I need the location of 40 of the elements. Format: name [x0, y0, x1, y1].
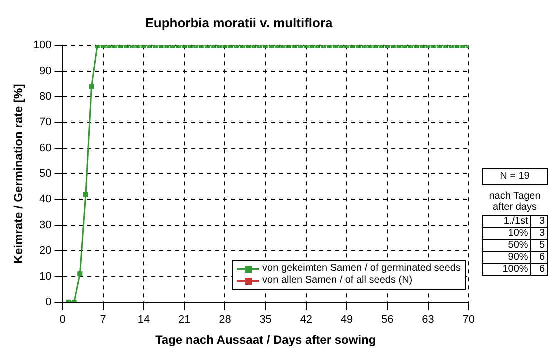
x-tick-label: 56 [382, 314, 394, 326]
y-tick-label: 100 [33, 40, 52, 52]
legend-label: von gekeimten Samen / of germinated seeds [262, 263, 461, 275]
text: 100% [482, 264, 531, 276]
text: 1./1st [482, 216, 531, 228]
text: 90% [482, 252, 531, 264]
x-tick-label: 35 [260, 314, 272, 326]
x-tick-label: 0 [60, 314, 66, 326]
x-tick-label: 28 [219, 314, 232, 326]
y-tick-label: 40 [40, 194, 52, 206]
legend-label: von allen Samen / of all seeds (N) [262, 275, 413, 287]
y-tick-label: 0 [46, 296, 52, 308]
text: 50% [482, 240, 531, 252]
text: 3 [530, 216, 548, 228]
text: after days [492, 202, 538, 213]
y-tick-label: 90 [40, 65, 52, 78]
y-tick-label: 80 [40, 90, 52, 103]
text: nach Tagen [488, 191, 542, 202]
y-axis-title: Keimrate / Germination rate [%] [12, 84, 26, 264]
text: 3 [530, 228, 548, 240]
x-tick-label: 49 [340, 314, 354, 326]
text: 6 [530, 252, 548, 264]
y-tick-label: 20 [40, 245, 52, 258]
x-tick-label: 7 [100, 314, 106, 326]
y-tick-label: 50 [40, 168, 52, 180]
x-tick-label: 70 [462, 314, 476, 326]
x-axis-title: Tage nach Aussaat / Days after sowing [155, 333, 376, 348]
text: 6 [530, 264, 548, 276]
y-tick-label: 30 [40, 219, 52, 232]
x-tick-label: 14 [138, 314, 150, 326]
x-tick-label: 21 [178, 314, 191, 326]
chart-title: Euphorbia moratii v. multiflora [145, 15, 334, 30]
text: 5 [530, 240, 548, 252]
x-tick-label: 42 [300, 314, 313, 326]
text: N = 19 [482, 168, 548, 185]
y-tick-label: 10 [40, 270, 52, 283]
x-tick-label: 63 [422, 314, 434, 326]
y-tick-label: 70 [40, 116, 52, 129]
y-tick-label: 60 [40, 142, 52, 154]
text: 10% [482, 228, 531, 240]
